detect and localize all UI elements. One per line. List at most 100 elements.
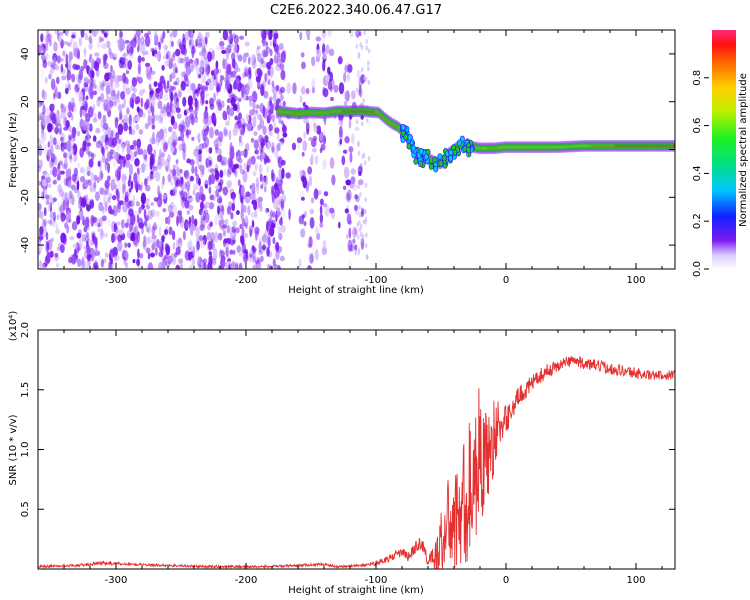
noise-speckle bbox=[189, 113, 194, 120]
noise-speckle bbox=[98, 255, 102, 266]
noise-speckle bbox=[201, 99, 205, 104]
noise-speckle bbox=[71, 221, 78, 231]
noise-speckle bbox=[98, 35, 103, 43]
noise-speckle bbox=[120, 91, 126, 100]
noise-speckle bbox=[208, 147, 213, 154]
noise-speckle bbox=[198, 84, 203, 89]
noise-speckle bbox=[187, 95, 193, 108]
noise-speckle bbox=[365, 38, 368, 44]
noise-speckle bbox=[359, 42, 363, 48]
noise-speckle bbox=[126, 143, 131, 155]
noise-speckle bbox=[86, 164, 91, 177]
noise-speckle bbox=[136, 231, 140, 238]
noise-speckle bbox=[124, 140, 130, 146]
noise-speckle bbox=[173, 92, 178, 103]
noise-speckle bbox=[198, 85, 204, 96]
noise-speckle bbox=[364, 76, 368, 82]
noise-speckle bbox=[135, 124, 140, 131]
noise-speckle bbox=[235, 75, 241, 82]
noise-speckle bbox=[78, 69, 83, 81]
noise-speckle bbox=[199, 234, 203, 242]
noise-speckle bbox=[251, 182, 256, 195]
ridge-scatter bbox=[437, 153, 443, 160]
noise-speckle bbox=[348, 118, 352, 129]
noise-speckle bbox=[51, 113, 57, 125]
noise-speckle bbox=[204, 201, 210, 209]
noise-speckle bbox=[359, 191, 362, 197]
noise-speckle bbox=[264, 30, 269, 36]
noise-speckle bbox=[216, 154, 223, 163]
noise-speckle bbox=[168, 58, 173, 70]
noise-speckle bbox=[305, 122, 310, 132]
noise-speckle bbox=[153, 222, 157, 227]
noise-speckle bbox=[101, 153, 106, 164]
noise-speckle bbox=[60, 63, 64, 73]
noise-speckle bbox=[330, 96, 334, 102]
noise-speckle bbox=[170, 92, 174, 103]
noise-speckle bbox=[56, 184, 62, 193]
noise-speckle bbox=[360, 121, 364, 127]
noise-speckle bbox=[307, 35, 310, 41]
ridge-scatter bbox=[441, 154, 447, 162]
noise-speckle bbox=[146, 176, 150, 182]
noise-speckle bbox=[256, 183, 260, 195]
noise-speckle bbox=[77, 162, 81, 169]
noise-speckle bbox=[267, 69, 271, 76]
noise-speckle bbox=[119, 158, 123, 170]
noise-speckle bbox=[252, 99, 256, 112]
noise-speckle bbox=[134, 242, 138, 247]
noise-speckle bbox=[147, 114, 152, 127]
noise-speckle bbox=[63, 233, 67, 239]
noise-speckle bbox=[149, 88, 154, 95]
noise-speckle bbox=[338, 129, 344, 142]
noise-speckle bbox=[243, 251, 248, 264]
noise-speckle bbox=[164, 216, 169, 225]
noise-speckle bbox=[171, 130, 177, 142]
noise-speckle bbox=[327, 66, 331, 75]
noise-speckle bbox=[154, 34, 159, 42]
noise-speckle bbox=[51, 79, 55, 84]
noise-speckle bbox=[270, 192, 274, 198]
noise-speckle bbox=[167, 215, 171, 225]
noise-speckle bbox=[264, 135, 269, 143]
ridge-scatter bbox=[403, 133, 409, 141]
noise-speckle bbox=[188, 197, 194, 202]
noise-speckle bbox=[277, 187, 280, 197]
noise-speckle bbox=[253, 111, 257, 118]
noise-speckle bbox=[152, 241, 158, 248]
noise-speckle bbox=[109, 52, 114, 59]
noise-speckle bbox=[232, 220, 238, 227]
noise-speckle bbox=[188, 38, 192, 46]
noise-speckle bbox=[360, 237, 363, 243]
noise-speckle bbox=[203, 135, 207, 142]
spectrogram-x-tick-label: -300 bbox=[105, 275, 128, 286]
noise-speckle bbox=[82, 216, 85, 226]
noise-speckle bbox=[324, 74, 330, 81]
noise-speckle bbox=[89, 184, 94, 192]
noise-speckle bbox=[180, 47, 186, 55]
noise-speckle bbox=[145, 35, 151, 48]
ridge-scatter bbox=[418, 148, 424, 155]
noise-speckle bbox=[61, 146, 65, 154]
noise-speckle bbox=[198, 177, 201, 187]
noise-speckle bbox=[92, 233, 95, 242]
noise-speckle bbox=[227, 108, 232, 114]
noise-speckle bbox=[140, 37, 144, 43]
noise-speckle bbox=[350, 90, 356, 100]
noise-speckle bbox=[154, 247, 158, 256]
ridge-scatter bbox=[410, 144, 416, 152]
noise-speckle bbox=[41, 88, 45, 99]
noise-speckle bbox=[191, 165, 195, 174]
noise-speckle bbox=[78, 238, 83, 249]
snr-y-tick-label: 1.5 bbox=[20, 382, 31, 398]
noise-speckle bbox=[169, 201, 175, 209]
noise-speckle bbox=[46, 172, 51, 184]
noise-speckle bbox=[254, 226, 260, 235]
noise-speckle bbox=[145, 247, 151, 254]
noise-speckle bbox=[161, 235, 165, 243]
noise-speckle bbox=[89, 69, 94, 81]
noise-speckle bbox=[277, 156, 283, 169]
noise-speckle bbox=[259, 255, 264, 263]
noise-speckle bbox=[257, 124, 262, 131]
